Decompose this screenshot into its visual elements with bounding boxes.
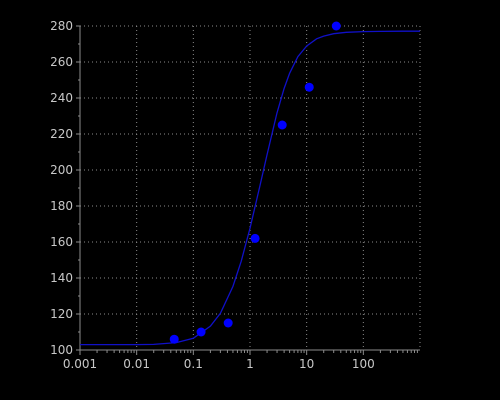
data-point	[196, 327, 206, 337]
y-tick-label: 240	[50, 91, 73, 105]
y-tick-label: 100	[50, 343, 73, 357]
y-tick-label: 120	[50, 307, 73, 321]
data-point	[169, 334, 179, 344]
data-points	[169, 21, 341, 344]
x-tick-label: 0.01	[123, 357, 150, 371]
data-point	[304, 82, 314, 92]
y-tick-label: 220	[50, 127, 73, 141]
data-point	[277, 120, 287, 130]
y-tick-label: 200	[50, 163, 73, 177]
fit-curve-layer	[80, 30, 420, 346]
y-tick-label: 280	[50, 19, 73, 33]
grid-lines	[80, 25, 421, 350]
data-point	[223, 318, 233, 328]
axes	[76, 25, 420, 355]
y-tick-label: 160	[50, 235, 73, 249]
x-tick-label: 0.001	[63, 357, 97, 371]
y-tick-label: 260	[50, 55, 73, 69]
data-point	[331, 21, 341, 31]
y-tick-label: 180	[50, 199, 73, 213]
x-tick-label: 0.1	[184, 357, 203, 371]
y-tick-label: 140	[50, 271, 73, 285]
x-tick-label: 1	[246, 357, 254, 371]
tick-labels: 100 120 140 160 180 200 220 240 260 280 0.001 0.01 0…	[50, 19, 375, 371]
x-tick-label: 100	[352, 357, 375, 371]
fit-curve	[80, 30, 420, 346]
data-point	[250, 233, 260, 243]
x-tick-label: 10	[299, 357, 314, 371]
